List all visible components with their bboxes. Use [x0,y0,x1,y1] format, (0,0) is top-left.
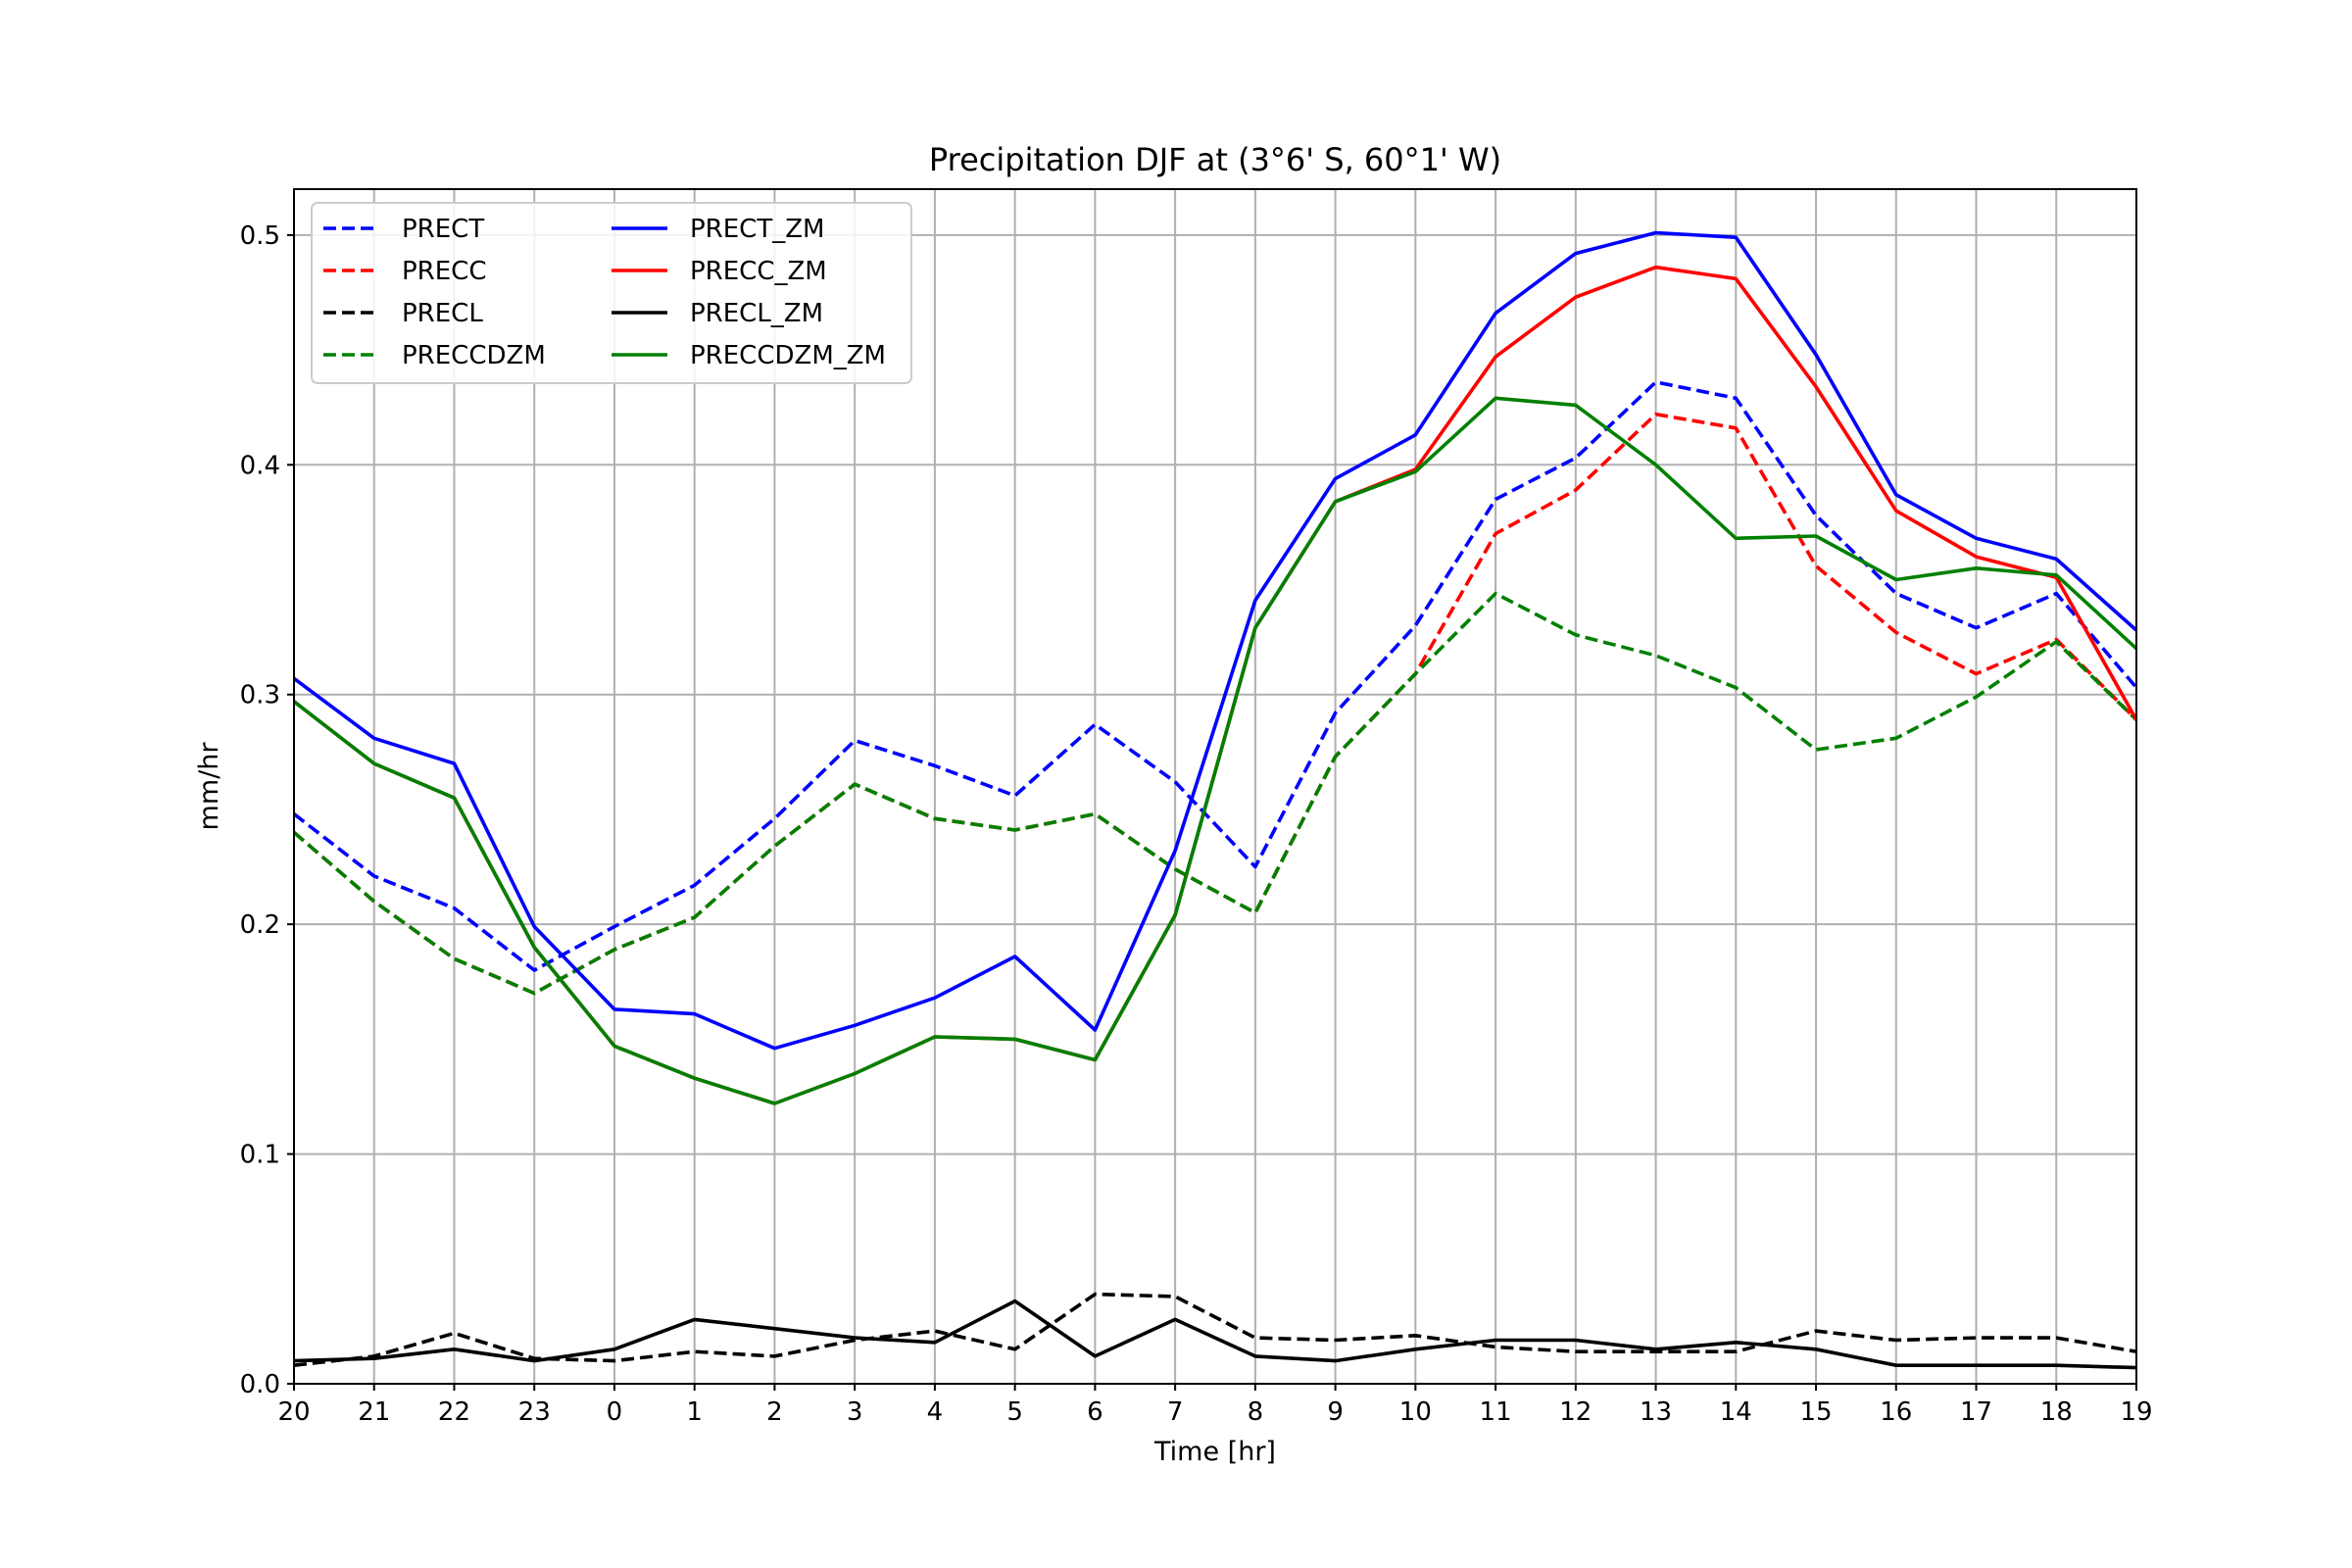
x-tick-label: 6 [1087,1397,1103,1427]
x-axis-label: Time [hr] [1153,1437,1276,1467]
plot-frame [293,188,2137,1385]
x-tick-label: 11 [1480,1397,1512,1427]
x-tick-label: 7 [1167,1397,1184,1427]
legend-label: PRECT_ZM [690,215,824,244]
legend-box [311,202,912,384]
legend-label: PRECC_ZM [690,257,827,286]
x-tick-label: 22 [438,1397,470,1427]
series-line-preccdzm [292,591,2138,996]
x-tick-label: 5 [1006,1397,1023,1427]
x-tick-label: 0 [607,1397,623,1427]
y-tick-label: 0.4 [240,451,280,480]
x-tick-label: 2 [766,1397,783,1427]
y-axis-label: mm/hr [194,742,224,831]
series-line-precl [293,1292,2137,1367]
axis-ticks: 20 21 22 23 0 1 2 3 4 5 6 7 8 9 10 11 12 13 14 15 16 17 18 190.… [240,221,2153,1427]
x-tick-label: 8 [1248,1397,1264,1427]
x-tick-label: 1 [686,1397,703,1427]
x-tick-label: 9 [1327,1397,1344,1427]
legend-label: PRECCDZM [402,341,546,370]
series-line-precl-zm [293,1298,2137,1370]
x-tick-label: 3 [847,1397,863,1427]
series-line-preccdzm-zm [292,396,2138,1105]
y-tick-label: 0.5 [240,221,280,251]
x-tick-label: 4 [927,1397,944,1427]
x-tick-label: 12 [1559,1397,1592,1427]
x-tick-label: 15 [1799,1397,1832,1427]
x-tick-label: 18 [2040,1397,2073,1427]
x-tick-label: 13 [1640,1397,1672,1427]
legend-label: PRECL_ZM [690,299,823,328]
x-tick-label: 10 [1399,1397,1432,1427]
legend-label: PRECL [402,299,483,328]
legend-label: PRECCDZM_ZM [690,341,886,370]
grid [293,189,2137,1385]
x-tick-label: 17 [1960,1397,1992,1427]
x-tick-label: 19 [2120,1397,2152,1427]
series-line-prect-zm [292,230,2138,1051]
y-tick-label: 0.2 [240,910,280,940]
y-tick-label: 0.3 [240,681,280,710]
x-tick-label: 16 [1880,1397,1912,1427]
legend: PRECT PRECC PRECL PRECCDZM PRECT_ZM PRECC_ZM P… [311,202,912,384]
x-tick-label: 20 [277,1397,310,1427]
x-tick-label: 21 [358,1397,390,1427]
x-tick-label: 23 [518,1397,551,1427]
legend-label: PRECT [402,215,484,244]
x-tick-label: 14 [1720,1397,1752,1427]
y-tick-label: 0.0 [240,1370,280,1399]
series-line-prect [292,380,2138,972]
series-lines [292,230,2138,1370]
y-tick-label: 0.1 [240,1141,280,1170]
legend-label: PRECC [402,257,486,286]
chart-title: Precipitation DJF at (3°6' S, 60°1' W) [929,141,1501,178]
